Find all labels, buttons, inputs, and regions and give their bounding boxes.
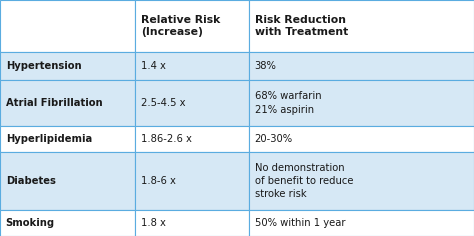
Text: 1.8-6 x: 1.8-6 x bbox=[141, 176, 176, 186]
Text: 50% within 1 year: 50% within 1 year bbox=[255, 218, 345, 228]
Text: 38%: 38% bbox=[255, 61, 276, 71]
Bar bbox=[0, 52, 135, 80]
Bar bbox=[0, 80, 135, 126]
Bar bbox=[135, 210, 249, 236]
Bar bbox=[249, 152, 474, 210]
Bar bbox=[249, 0, 474, 52]
Bar bbox=[249, 80, 474, 126]
Bar bbox=[0, 0, 135, 52]
Bar bbox=[249, 52, 474, 80]
Text: Hyperlipidemia: Hyperlipidemia bbox=[6, 134, 92, 144]
Text: No demonstration
of benefit to reduce
stroke risk: No demonstration of benefit to reduce st… bbox=[255, 163, 353, 199]
Bar bbox=[135, 80, 249, 126]
Bar bbox=[135, 0, 249, 52]
Text: Relative Risk
(Increase): Relative Risk (Increase) bbox=[141, 15, 220, 37]
Text: 68% warfarin
21% aspirin: 68% warfarin 21% aspirin bbox=[255, 91, 321, 115]
Bar bbox=[249, 210, 474, 236]
Bar bbox=[135, 126, 249, 152]
Bar bbox=[249, 126, 474, 152]
Bar bbox=[0, 210, 135, 236]
Bar bbox=[0, 126, 135, 152]
Text: Atrial Fibrillation: Atrial Fibrillation bbox=[6, 98, 102, 108]
Text: Risk Reduction
with Treatment: Risk Reduction with Treatment bbox=[255, 15, 348, 37]
Text: 1.8 x: 1.8 x bbox=[141, 218, 165, 228]
Text: 20-30%: 20-30% bbox=[255, 134, 292, 144]
Text: Hypertension: Hypertension bbox=[6, 61, 82, 71]
Bar bbox=[0, 152, 135, 210]
Bar bbox=[135, 152, 249, 210]
Text: Diabetes: Diabetes bbox=[6, 176, 55, 186]
Text: 1.4 x: 1.4 x bbox=[141, 61, 165, 71]
Text: 2.5-4.5 x: 2.5-4.5 x bbox=[141, 98, 185, 108]
Bar bbox=[135, 52, 249, 80]
Text: 1.86-2.6 x: 1.86-2.6 x bbox=[141, 134, 191, 144]
Text: Smoking: Smoking bbox=[6, 218, 55, 228]
